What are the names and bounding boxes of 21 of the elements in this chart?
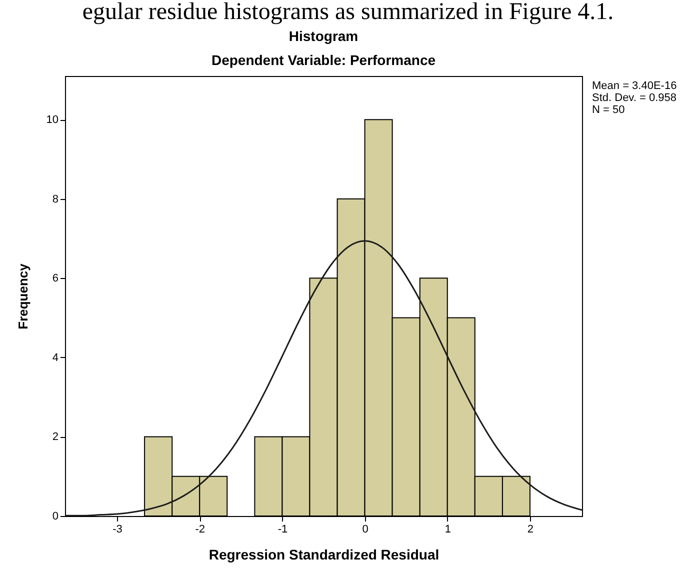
y-tick-label: 4 xyxy=(52,352,58,364)
y-tick-label: 8 xyxy=(52,193,58,206)
y-axis-title: Frequency xyxy=(15,262,30,330)
x-axis-title: Regression Standardized Residual xyxy=(208,546,440,562)
x-tick-label: -1 xyxy=(278,524,288,536)
text: N = 50 xyxy=(592,104,625,116)
y-tick-label: 10 xyxy=(46,114,58,126)
chart-title: Histogram xyxy=(288,28,358,44)
x-tick-label: 0 xyxy=(362,524,368,536)
line-series xyxy=(65,240,582,516)
text: egular residue histograms as summarized in Figure 4.1. xyxy=(81,0,615,25)
text: Std. Dev. = 0.958 xyxy=(592,92,676,104)
x-tick-label: -2 xyxy=(195,524,206,536)
x-tick-label: 1 xyxy=(444,524,451,536)
y-tick-label: 6 xyxy=(52,272,58,285)
y-tick-label: 2 xyxy=(52,431,58,444)
x-tick-label: 2 xyxy=(527,524,534,536)
chart-subtitle: Dependent Variable: Performance xyxy=(211,52,436,68)
y-tick-label: 0 xyxy=(52,510,58,522)
x-tick-label: -3 xyxy=(112,524,122,536)
text: Mean = 3.40E-16 xyxy=(592,80,677,92)
